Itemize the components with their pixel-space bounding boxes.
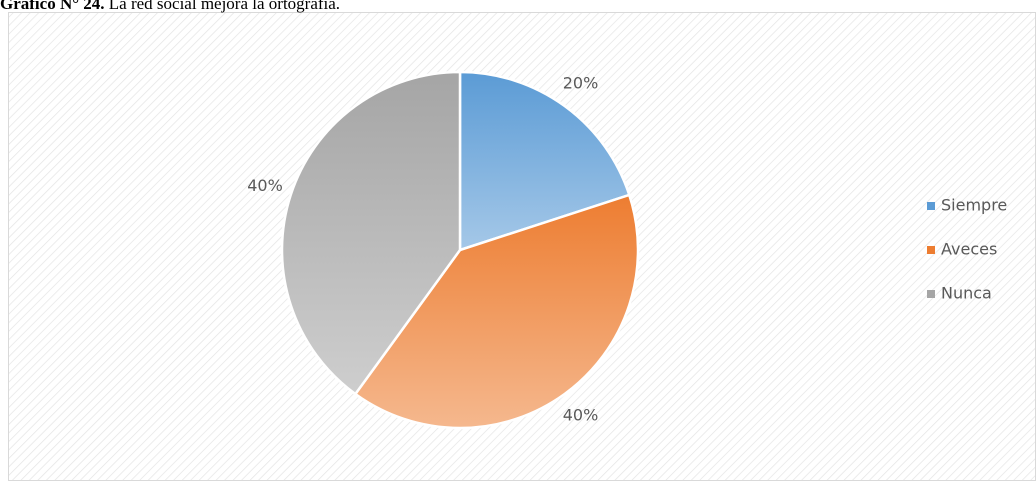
pie-slice xyxy=(353,193,640,430)
chart-title: Gráfico N° 24. La red social mejora la o… xyxy=(0,0,340,13)
data-label: 40% xyxy=(563,405,599,424)
legend-swatch xyxy=(927,246,935,254)
data-label: 20% xyxy=(563,74,599,93)
pie-slice xyxy=(458,70,631,252)
legend-label: Siempre xyxy=(941,196,1007,215)
legend-swatch xyxy=(927,202,935,210)
figure-label: Gráfico N° 24. xyxy=(0,0,105,13)
title-text: La red social mejora la ortografía. xyxy=(109,0,340,13)
pie-slice xyxy=(280,70,462,396)
data-label: 40% xyxy=(247,176,283,195)
legend-swatch xyxy=(927,290,935,298)
legend-label: Nunca xyxy=(941,284,992,303)
legend-label: Aveces xyxy=(941,240,997,259)
